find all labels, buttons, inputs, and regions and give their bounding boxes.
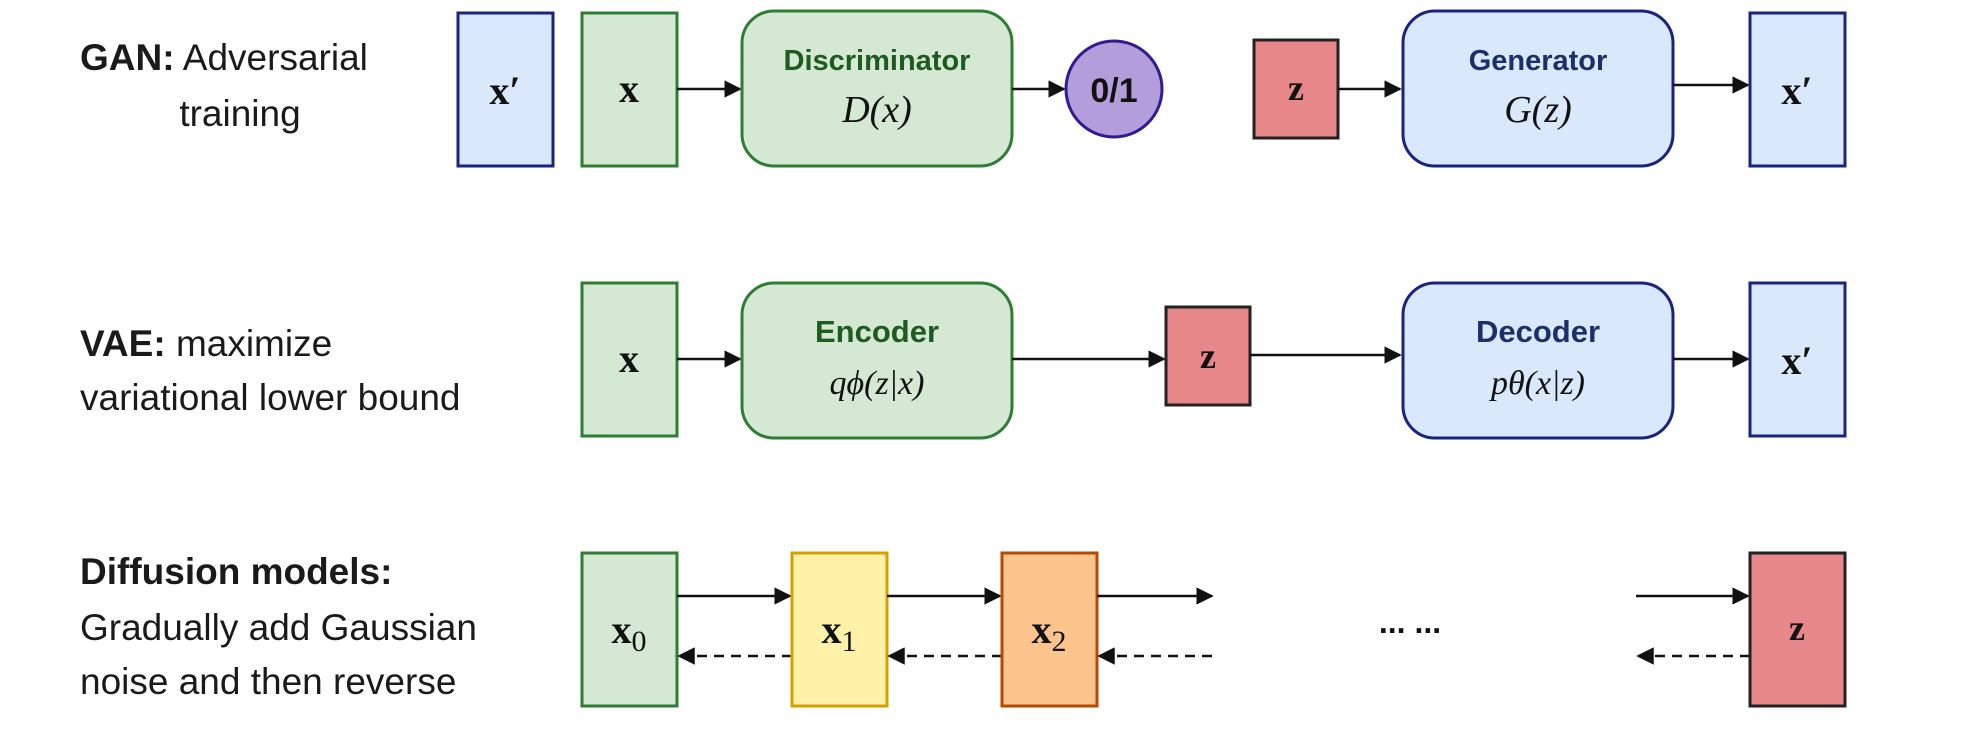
ellipsis: ... ... bbox=[1379, 604, 1441, 640]
diffusion-desc-line2: noise and then reverse bbox=[80, 661, 457, 702]
gan-x-box: x bbox=[580, 11, 679, 168]
x0-main: x bbox=[612, 607, 632, 652]
output-text: 0/1 bbox=[1090, 72, 1137, 110]
gan-x-prime-right-box: x′ bbox=[1748, 11, 1847, 168]
x2-box: x2 bbox=[1000, 551, 1099, 708]
vae-x-prime-text: x′ bbox=[1781, 338, 1812, 383]
encoder-name: Encoder bbox=[815, 314, 939, 349]
x1-main: x bbox=[822, 607, 842, 652]
discriminator-name: Discriminator bbox=[784, 45, 971, 77]
vae-z-text: z bbox=[1200, 336, 1216, 376]
vae-desc-line1: maximize bbox=[175, 323, 333, 364]
diffusion-row: x0 x1 x2 ... ... z bbox=[580, 551, 1847, 708]
x0-text: x0 bbox=[612, 607, 647, 658]
discriminator-formula: D(x) bbox=[841, 89, 912, 131]
gan-z-box: z bbox=[1252, 38, 1340, 140]
diffusion-title: Diffusion models: bbox=[80, 551, 393, 592]
vae-x-prime-box: x′ bbox=[1748, 281, 1847, 438]
generator-formula: G(z) bbox=[1504, 89, 1572, 131]
encoder-box: Encoder qϕ(z|x) bbox=[740, 281, 1014, 440]
vae-x-box: x bbox=[580, 281, 679, 438]
diffusion-z-box: z bbox=[1748, 551, 1847, 708]
generator-box: Generator G(z) bbox=[1401, 9, 1675, 168]
gan-z-text: z bbox=[1288, 68, 1304, 108]
vae-title: VAE: bbox=[80, 323, 166, 364]
gan-x-prime-right-text: x′ bbox=[1781, 68, 1812, 113]
gan-x-prime-left-box: x′ bbox=[456, 11, 555, 168]
decoder-box: Decoder pθ(x|z) bbox=[1401, 281, 1675, 440]
vae-label: VAE: maximize bbox=[80, 322, 332, 366]
gan-label: GAN: Adversarial bbox=[80, 36, 368, 80]
x2-sub: 2 bbox=[1052, 625, 1067, 658]
vae-row: x Encoder qϕ(z|x) z Decoder pθ(x|z) x′ bbox=[580, 281, 1847, 440]
x0-box: x0 bbox=[580, 551, 679, 708]
gan-title: GAN: bbox=[80, 37, 175, 78]
vae-z-box: z bbox=[1164, 305, 1252, 407]
decoder-name: Decoder bbox=[1476, 314, 1600, 349]
output-circle: 0/1 bbox=[1064, 39, 1164, 139]
gan-desc-line1: Adversarial bbox=[182, 37, 368, 78]
x1-sub: 1 bbox=[842, 625, 857, 658]
decoder-formula: pθ(x|z) bbox=[1489, 365, 1585, 402]
gan-x-text: x bbox=[619, 66, 639, 111]
x1-text: x1 bbox=[822, 607, 857, 658]
x2-text: x2 bbox=[1032, 607, 1067, 658]
gan-desc-line2: training bbox=[179, 93, 301, 134]
diffusion-desc-line1: Gradually add Gaussian bbox=[80, 607, 477, 648]
generator-name: Generator bbox=[1469, 45, 1608, 77]
x0-sub: 0 bbox=[632, 625, 647, 658]
encoder-formula: qϕ(z|x) bbox=[830, 365, 925, 402]
x1-box: x1 bbox=[790, 551, 889, 708]
gan-row: x′ x Discriminator D(x) 0/1 z Generator … bbox=[456, 9, 1847, 168]
discriminator-box: Discriminator D(x) bbox=[740, 9, 1014, 168]
gan-x-prime-left-text: x′ bbox=[489, 68, 520, 113]
x2-main: x bbox=[1032, 607, 1052, 652]
vae-desc-line2: variational lower bound bbox=[80, 377, 461, 418]
vae-x-text: x bbox=[619, 336, 639, 381]
diffusion-z-text: z bbox=[1789, 608, 1805, 648]
